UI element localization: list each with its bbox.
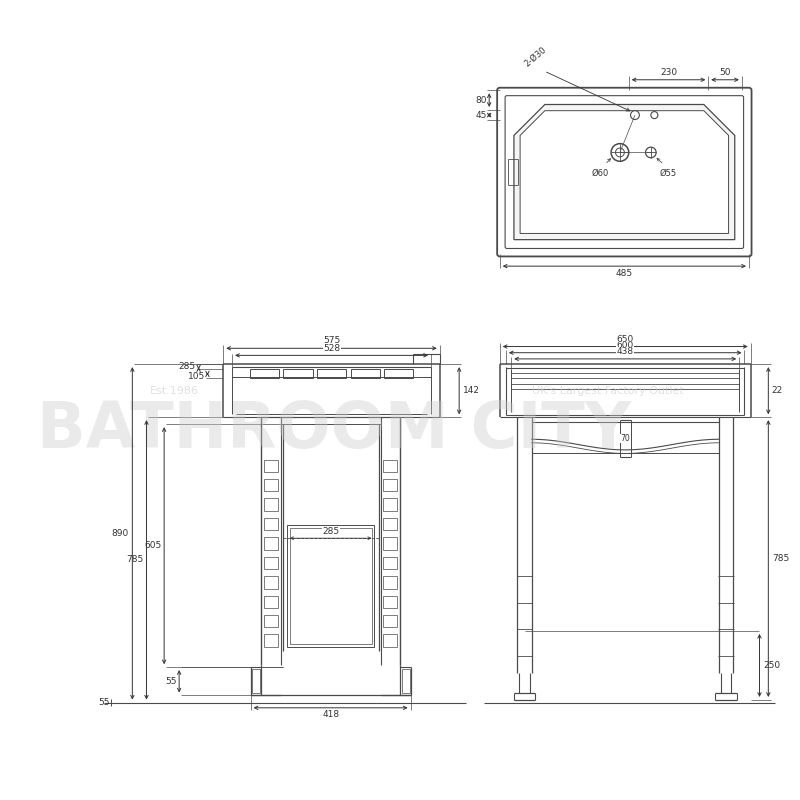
Polygon shape — [520, 110, 729, 234]
Text: BATHROOM CITY: BATHROOM CITY — [37, 399, 630, 462]
Bar — [264, 596, 278, 608]
Bar — [264, 615, 278, 627]
Text: 528: 528 — [323, 344, 340, 353]
Circle shape — [611, 144, 629, 162]
Bar — [253, 669, 261, 693]
Text: 50: 50 — [719, 68, 730, 77]
Text: 80: 80 — [475, 95, 486, 105]
Circle shape — [615, 148, 624, 157]
Bar — [384, 370, 414, 378]
Bar — [383, 518, 398, 530]
Text: 22: 22 — [772, 386, 783, 395]
Bar — [402, 669, 410, 693]
Text: Est.1986: Est.1986 — [150, 386, 199, 396]
Bar — [264, 518, 278, 530]
Bar — [264, 538, 278, 550]
Bar — [383, 596, 398, 608]
Bar — [290, 528, 372, 644]
Text: 438: 438 — [617, 347, 634, 356]
Bar — [383, 615, 398, 627]
Bar — [383, 459, 398, 472]
Bar — [264, 459, 278, 472]
Text: 105: 105 — [187, 372, 205, 381]
Bar — [264, 498, 278, 511]
Bar — [250, 370, 279, 378]
Bar — [383, 576, 398, 589]
Bar — [283, 370, 313, 378]
Bar — [350, 370, 380, 378]
Text: 45: 45 — [475, 110, 486, 120]
Bar — [383, 479, 398, 491]
Bar — [383, 634, 398, 647]
Text: Ø60: Ø60 — [592, 168, 609, 178]
Text: 2-Ø30: 2-Ø30 — [522, 45, 548, 68]
Text: 785: 785 — [772, 554, 789, 563]
Text: 285: 285 — [179, 362, 196, 371]
Text: 55: 55 — [165, 677, 177, 686]
Text: 230: 230 — [660, 68, 677, 77]
Text: 890: 890 — [111, 529, 129, 538]
Bar — [383, 557, 398, 569]
Text: 605: 605 — [144, 542, 162, 550]
Text: 142: 142 — [462, 386, 480, 395]
Bar — [264, 634, 278, 647]
Text: 285: 285 — [322, 526, 339, 535]
Bar — [264, 576, 278, 589]
Bar — [287, 525, 374, 647]
Text: 70: 70 — [620, 434, 630, 443]
Circle shape — [630, 110, 639, 119]
Text: 785: 785 — [126, 555, 144, 564]
Circle shape — [651, 111, 658, 118]
Bar — [264, 557, 278, 569]
Text: 575: 575 — [323, 336, 340, 345]
Text: 55: 55 — [98, 698, 110, 707]
FancyBboxPatch shape — [505, 96, 743, 249]
FancyBboxPatch shape — [497, 88, 751, 257]
Text: UK's Largest Factory Outlet: UK's Largest Factory Outlet — [532, 386, 683, 396]
Text: 485: 485 — [616, 269, 633, 278]
Bar — [317, 370, 346, 378]
Polygon shape — [514, 105, 734, 240]
Bar — [383, 538, 398, 550]
Bar — [383, 498, 398, 511]
Text: Ø55: Ø55 — [660, 168, 677, 178]
Circle shape — [646, 147, 656, 158]
Bar — [264, 479, 278, 491]
Text: 650: 650 — [617, 335, 634, 344]
Text: 250: 250 — [763, 661, 780, 670]
Text: 600: 600 — [617, 341, 634, 350]
Text: 418: 418 — [322, 710, 339, 719]
